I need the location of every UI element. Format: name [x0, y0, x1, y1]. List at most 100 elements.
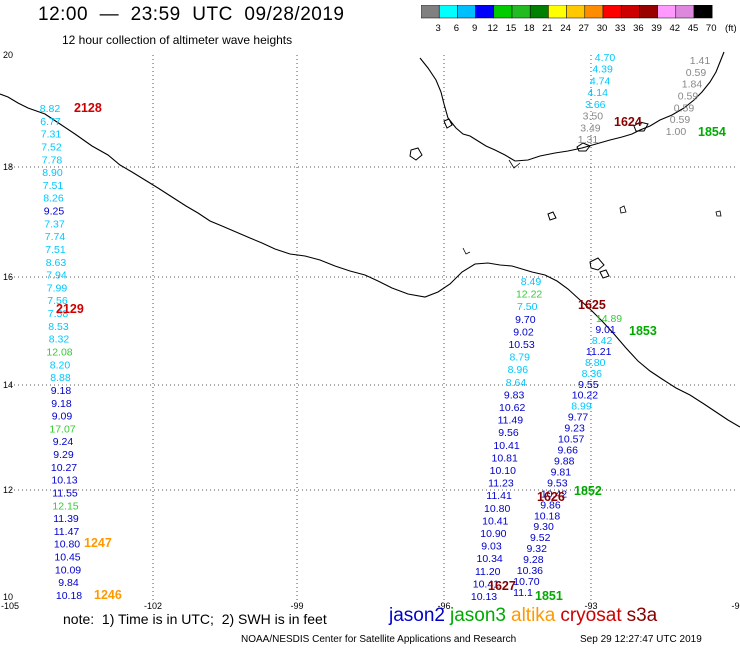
wave-height-value: 1.31 [578, 134, 599, 146]
wave-height-value: 11.55 [52, 487, 78, 499]
colorbar-label: 6 [454, 23, 459, 34]
pass-time-label: 1853 [629, 324, 657, 338]
wave-height-value: 10.62 [499, 402, 525, 414]
wave-height-colorbar: 3 6 9 12 15 18 21 24 27 30 33 36 39 42 45 70 (ft) [421, 5, 736, 34]
colorbar-label: 39 [651, 23, 662, 34]
island-west-gulf [409, 147, 423, 161]
wave-height-value: 11.23 [488, 478, 514, 490]
pass-time-label: 1852 [574, 484, 602, 498]
wave-height-value: 9.01 [595, 324, 616, 336]
mainland-coastline [0, 93, 740, 428]
wave-height-value: 8.88 [50, 372, 71, 384]
colorbar-label: 70 [706, 23, 717, 34]
wave-height-value: 10.41 [473, 578, 499, 590]
wave-height-value: 9.53 [547, 477, 568, 489]
colorbar-unit: (ft) [725, 23, 736, 34]
wave-height-value: 9.29 [53, 449, 74, 461]
wave-height-value: 3.66 [585, 99, 606, 111]
pass-time-label: 1854 [698, 125, 726, 139]
wave-height-value: 8.53 [48, 321, 69, 333]
wave-height-value: 14.89 [596, 313, 622, 325]
wave-height-values: 8.826.777.317.527.788.907.518.269.257.37… [40, 52, 711, 603]
wave-height-value: 10.22 [572, 390, 598, 402]
wave-height-value: 9.23 [564, 423, 585, 435]
wave-height-value: 7.51 [43, 180, 64, 192]
wave-height-value: 10.81 [492, 452, 518, 464]
y-tick-label: 20 [3, 50, 13, 60]
wave-height-value: 9.28 [523, 554, 544, 566]
pass-time-label: 1246 [94, 588, 122, 602]
colorbar-label: 24 [560, 23, 571, 34]
colorbar-label: 15 [506, 23, 517, 34]
colorbar-label: 9 [472, 23, 477, 34]
wave-height-value: 11.41 [486, 490, 512, 502]
wave-height-value: 9.32 [527, 543, 548, 555]
wave-height-value: 8.99 [571, 401, 592, 413]
pass-time-label: 1626 [537, 490, 565, 504]
wave-height-value: 10.90 [480, 528, 506, 540]
wave-height-value: 12.15 [52, 500, 78, 512]
wave-height-value: 10.09 [55, 564, 81, 576]
wave-height-value: 1.00 [666, 126, 687, 138]
colorbar-label: 30 [597, 23, 608, 34]
wave-height-value: 0.59 [686, 67, 707, 79]
satellite-legend-jason3: jason3 [450, 605, 506, 626]
wave-height-value: 7.58 [48, 308, 69, 320]
wave-height-value: 8.80 [585, 357, 606, 369]
wave-height-value: 9.81 [551, 466, 572, 478]
wave-height-value: 11.20 [475, 566, 501, 578]
satellite-legend-jason2: jason2 [389, 605, 445, 626]
colorbar-label: 42 [670, 23, 681, 34]
axis-ticks: -105 -102 -99 -96 -93 -90 20 18 16 14 12 10 [1, 50, 740, 611]
wave-height-value: 8.79 [510, 352, 531, 364]
wave-height-value: 11.47 [54, 526, 80, 538]
wave-height-value: 7.52 [41, 141, 62, 153]
river-line [462, 247, 471, 255]
wave-height-value: 6.77 [40, 116, 61, 128]
colorbar-swatch [693, 5, 713, 19]
pass-time-label: 1627 [488, 579, 516, 593]
lake-inland-2 [715, 210, 722, 217]
wave-height-value: 4.70 [595, 52, 616, 64]
x-tick-label: -90 [731, 601, 740, 611]
footer-note: note: 1) Time is in UTC; 2) SWH is in fe… [63, 611, 327, 627]
wave-height-value: 9.88 [554, 455, 575, 467]
wave-height-value: 7.31 [41, 129, 62, 141]
wave-height-value: 11.1 [513, 587, 533, 599]
satellite-legend-cryosat: cryosat [560, 605, 622, 626]
wave-height-value: 7.94 [46, 270, 67, 282]
wave-height-value: 11.21 [586, 346, 612, 358]
pass-time-labels: 2128 2129 1247 1246 1624 1854 1625 1853 1626 1852… [56, 101, 726, 603]
footer-timestamp: Sep 29 12:27:47 UTC 2019 [580, 634, 702, 645]
wave-height-value: 4.74 [590, 75, 611, 87]
island-north [443, 118, 453, 129]
wave-height-value: 10.57 [558, 434, 584, 446]
wave-height-value: 9.66 [558, 445, 579, 457]
wave-height-value: 3.50 [583, 111, 604, 123]
pass-time-label: 1625 [578, 298, 606, 312]
wave-height-value: 10.70 [513, 576, 539, 588]
lat-lon-grid [10, 55, 738, 601]
wave-height-value: 9.86 [540, 499, 561, 511]
wave-height-value: 8.32 [49, 334, 70, 346]
footer-credit: NOAA/NESDIS Center for Satellite Applica… [241, 634, 517, 645]
wave-height-value: 9.55 [578, 379, 599, 391]
gulf-coastline [419, 51, 725, 162]
wave-height-value: 10.45 [54, 552, 80, 564]
coastline [0, 51, 740, 428]
pass-time-label: 2129 [56, 302, 84, 316]
wave-height-value: 9.83 [504, 389, 525, 401]
satellite-legend-s3a: s3a [626, 605, 658, 626]
colorbar-label: 21 [542, 23, 553, 34]
wave-height-value: 8.96 [508, 364, 529, 376]
wave-height-value: 8.26 [43, 193, 64, 205]
laguna-east [633, 121, 649, 132]
wave-height-value: 4.39 [592, 64, 613, 76]
x-tick-label: -105 [1, 601, 19, 611]
wave-height-value: 8.49 [521, 276, 542, 288]
wave-height-value: 9.77 [568, 412, 589, 424]
lake-inland [619, 205, 627, 214]
wave-height-value: 12.22 [516, 289, 542, 301]
wave-height-value: 3.49 [580, 122, 601, 134]
